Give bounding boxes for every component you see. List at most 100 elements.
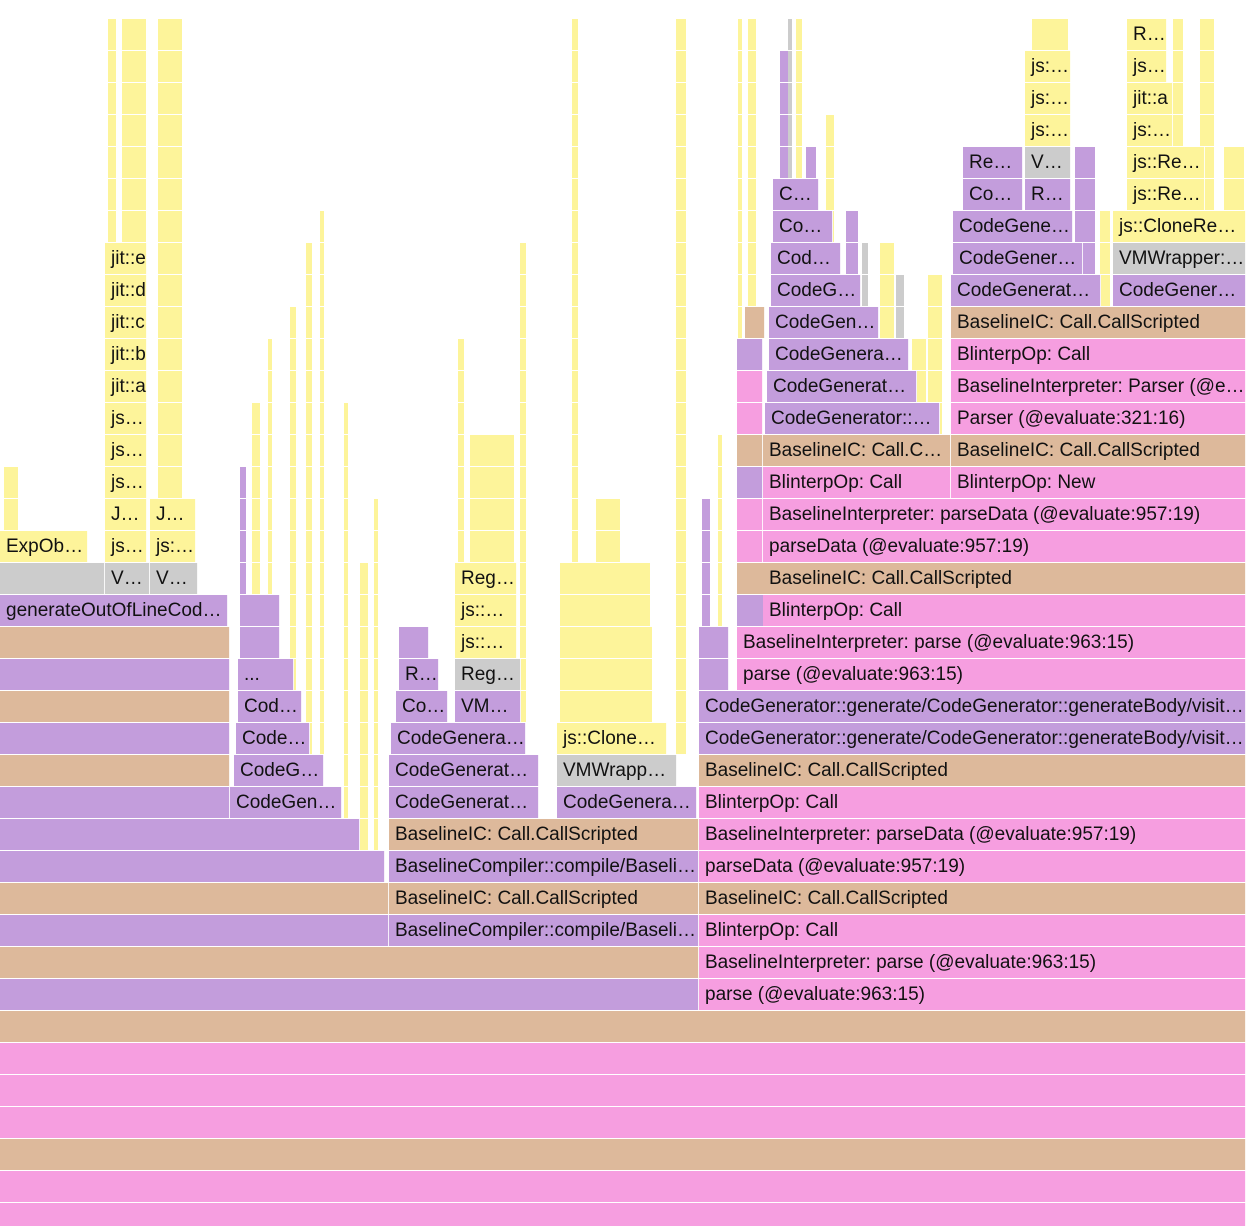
stack-frame[interactable]: CodeGenerator::generate/CodeGenerator::g… <box>557 787 697 818</box>
stack-frame[interactable]: ExpObj: x <box>0 531 88 562</box>
stack-frame[interactable] <box>0 883 389 914</box>
stack-frame[interactable] <box>0 1203 1246 1226</box>
stack-frame[interactable] <box>0 1011 1246 1042</box>
stack-frame[interactable]: Register <box>963 147 1023 178</box>
stack-frame[interactable]: CodeGenerator::generate <box>238 691 302 722</box>
stack-frame[interactable]: BaselineIC: Call.CallScripted <box>699 755 1246 786</box>
stack-frame[interactable]: CodeGenerator <box>396 691 448 722</box>
stack-frame[interactable] <box>737 403 763 434</box>
stack-frame[interactable]: BaselineIC: Call.CallScripted <box>763 563 1246 594</box>
stack-frame[interactable]: VMWrapper: js::CloneRegExpObject <box>557 755 677 786</box>
stack-frame[interactable]: CodeGenerator::generate/CodeGenerator::g… <box>699 691 1246 722</box>
stack-frame[interactable] <box>737 499 763 530</box>
stack-frame[interactable]: CodeGenerator::generate <box>1113 275 1246 306</box>
stack-frame[interactable]: CodeGenerator::generate <box>769 339 909 370</box>
stack-frame[interactable]: JSObject <box>150 499 196 530</box>
stack-frame[interactable]: CodeGenerator::generate/CodeGenerator::g… <box>699 723 1246 754</box>
stack-frame[interactable]: RegExpObject::create <box>455 563 517 594</box>
stack-frame[interactable]: BaselineIC: Call.CallScripted <box>763 435 951 466</box>
stack-frame[interactable] <box>0 755 230 786</box>
stack-frame[interactable] <box>0 1075 1246 1106</box>
stack-frame[interactable]: CodeGenerator::generate <box>234 755 324 786</box>
stack-frame[interactable]: parse (@evaluate:963:15) <box>737 659 1246 690</box>
stack-frame[interactable] <box>737 531 763 562</box>
stack-frame[interactable] <box>737 467 763 498</box>
stack-frame[interactable] <box>0 915 389 946</box>
stack-frame[interactable] <box>0 1107 1246 1138</box>
stack-frame[interactable]: BaselineInterpreter: parse (@evaluate:96… <box>737 627 1246 658</box>
stack-frame[interactable]: CodeGenerator::generate <box>765 403 940 434</box>
stack-frame[interactable] <box>745 307 765 338</box>
stack-frame[interactable] <box>399 627 429 658</box>
stack-frame[interactable] <box>0 563 105 594</box>
stack-frame[interactable] <box>0 1043 1246 1074</box>
stack-frame[interactable]: RegExpObject <box>455 659 521 690</box>
stack-frame[interactable]: BaselineInterpreter: parseData (@evaluat… <box>763 499 1246 530</box>
stack-frame[interactable] <box>0 851 385 882</box>
stack-frame[interactable] <box>0 1139 1246 1170</box>
stack-frame[interactable] <box>737 563 765 594</box>
stack-frame[interactable] <box>0 819 360 850</box>
stack-frame[interactable] <box>0 947 699 978</box>
stack-frame[interactable]: jit::e <box>105 243 147 274</box>
stack-frame[interactable]: VMWrapper <box>455 691 521 722</box>
stack-frame[interactable]: BaselineInterpreter: parse (@evaluate:96… <box>699 947 1246 978</box>
stack-frame[interactable]: parse (@evaluate:963:15) <box>699 979 1246 1010</box>
stack-frame[interactable] <box>0 627 230 658</box>
stack-frame[interactable]: jit::b <box>105 339 147 370</box>
stack-frame[interactable]: BaselineCompiler::compile/BaselineCompil… <box>389 915 699 946</box>
stack-frame[interactable]: CodeGenerator::generate <box>769 307 879 338</box>
stack-frame[interactable]: BlinterpOp: Call <box>699 787 1246 818</box>
stack-frame[interactable]: CodeGenerator <box>391 723 526 754</box>
stack-frame[interactable]: js::CloneRegExpObject <box>1113 211 1246 242</box>
stack-frame[interactable]: jit::d <box>105 275 147 306</box>
stack-frame[interactable]: js::NativeObject <box>150 531 196 562</box>
stack-frame[interactable]: jit::a <box>1127 83 1173 114</box>
stack-frame[interactable]: VMWrapper: js::CloneRegExpObject <box>1113 243 1246 274</box>
stack-frame[interactable]: BlinterpOp: Call <box>763 467 951 498</box>
stack-frame[interactable] <box>240 595 280 626</box>
stack-frame[interactable] <box>699 659 729 690</box>
stack-frame[interactable]: BaselineIC: Call.CallScripted <box>389 883 699 914</box>
stack-frame[interactable]: BlinterpOp: New <box>951 467 1246 498</box>
stack-frame[interactable] <box>0 691 230 722</box>
stack-frame[interactable]: CodeGenerator::generate <box>951 275 1101 306</box>
stack-frame[interactable] <box>737 435 763 466</box>
stack-frame[interactable]: VMWrapper: x <box>105 563 150 594</box>
stack-frame[interactable]: RegExpObject::create <box>1127 19 1167 50</box>
stack-frame[interactable]: CodeGenerator <box>773 211 833 242</box>
stack-frame[interactable] <box>0 787 230 818</box>
stack-frame[interactable]: js::RegExpShared <box>455 595 517 626</box>
stack-frame[interactable]: CodeGenerator::generate <box>236 723 310 754</box>
stack-frame[interactable]: CodeGenerator::generate <box>389 787 539 818</box>
stack-frame[interactable]: VMWrapper: y <box>150 563 198 594</box>
stack-frame[interactable]: generateOutOfLineCode/visitOutOfLineCall <box>0 595 228 626</box>
stack-frame[interactable]: BaselineIC: Call.CallScripted <box>951 435 1246 466</box>
stack-frame[interactable]: BlinterpOp: Call <box>699 915 1246 946</box>
stack-frame[interactable] <box>240 627 280 658</box>
stack-frame[interactable] <box>0 979 699 1010</box>
stack-frame[interactable]: jit::a <box>105 371 147 402</box>
stack-frame[interactable]: VMWrapper <box>1025 147 1071 178</box>
stack-frame[interactable]: CodeGenerator::generate <box>771 275 861 306</box>
stack-frame[interactable] <box>0 659 230 690</box>
stack-frame[interactable]: CodeGenerator::generate <box>767 371 917 402</box>
stack-frame[interactable]: Register <box>1025 179 1071 210</box>
stack-frame[interactable]: CodeGenerator::generate <box>230 787 342 818</box>
stack-frame[interactable]: js::NativeObject <box>105 467 147 498</box>
stack-frame[interactable]: BaselineIC: Call.CallScripted <box>699 883 1246 914</box>
stack-frame[interactable]: BaselineCompiler::compile/BaselineCompil… <box>389 851 699 882</box>
stack-frame[interactable]: BlinterpOp: Call <box>763 595 1246 626</box>
stack-frame[interactable]: js::CloneRegExpObject <box>557 723 667 754</box>
stack-frame[interactable] <box>737 339 763 370</box>
stack-frame[interactable]: CodeGenerator <box>963 179 1023 210</box>
